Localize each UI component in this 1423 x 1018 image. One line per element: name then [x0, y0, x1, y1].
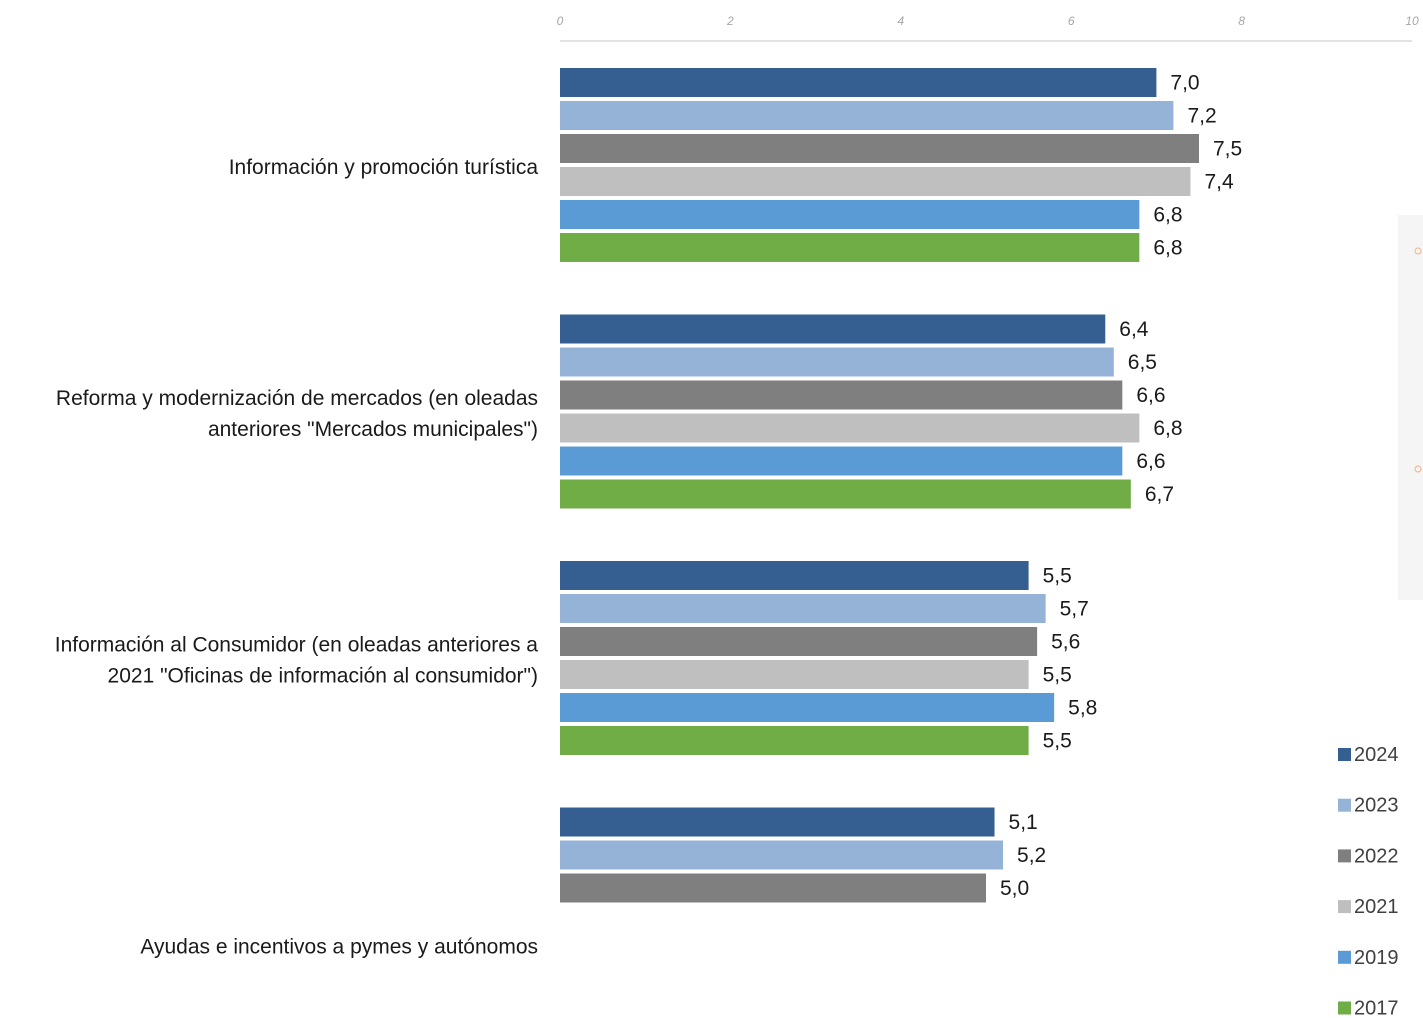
- bar-2021: [560, 167, 1191, 196]
- x-tick-label: 4: [897, 14, 904, 28]
- bar-2023: [560, 594, 1046, 623]
- side-panel-marker: [1414, 465, 1422, 473]
- data-label: 5,6: [1051, 631, 1080, 654]
- legend-label: 2023: [1354, 795, 1399, 817]
- bar-2024: [560, 561, 1029, 590]
- x-tick-label: 6: [1068, 14, 1075, 28]
- bar-2024: [560, 807, 995, 837]
- bar-2024: [560, 314, 1106, 344]
- data-label: 5,5: [1043, 565, 1072, 588]
- x-tick-label: 0: [557, 14, 564, 28]
- x-tick-label: 8: [1238, 14, 1245, 28]
- bar-2023: [560, 840, 1004, 870]
- bar-2022: [560, 134, 1199, 163]
- category-label: 2021 "Oficinas de información al consumi…: [108, 665, 538, 688]
- side-panel-marker: [1414, 247, 1422, 255]
- legend: 2024 2023 2022 2021 2019 2017: [1338, 744, 1399, 1018]
- data-label: 6,5: [1128, 351, 1157, 374]
- data-label: 6,8: [1153, 417, 1182, 440]
- data-label: 5,5: [1043, 730, 1072, 753]
- legend-swatch: [1338, 748, 1351, 761]
- legend-swatch: [1338, 1001, 1351, 1015]
- legend-label: 2024: [1354, 744, 1399, 766]
- data-label: 5,5: [1043, 664, 1072, 687]
- bar-2019: [560, 693, 1055, 722]
- legend-swatch: [1338, 900, 1351, 914]
- data-label: 6,6: [1136, 450, 1165, 473]
- bar-2021: [560, 660, 1029, 689]
- x-axis-ticks: 0 2 4 6 8 10: [557, 14, 1419, 28]
- category-label: Información y promoción turística: [229, 156, 539, 179]
- legend-swatch: [1338, 798, 1351, 812]
- bars: [560, 68, 1199, 903]
- data-label: 7,4: [1204, 171, 1234, 194]
- data-label: 6,6: [1136, 384, 1165, 407]
- data-label: 6,8: [1153, 237, 1182, 260]
- x-tick-label: 2: [726, 14, 734, 28]
- legend-label: 2017: [1354, 998, 1399, 1018]
- data-label: 7,0: [1170, 72, 1199, 95]
- data-label: 7,5: [1213, 138, 1242, 161]
- bar-2019: [560, 200, 1140, 229]
- category-labels: Información y promoción turística Reforma…: [55, 156, 539, 959]
- bar-2017: [560, 479, 1131, 509]
- data-labels: 7,0 7,2 7,5 7,4 6,8 6,8 6,4 6,5 6,6 6,8 6,6 6,7 5,5 5…: [1000, 72, 1242, 901]
- data-label: 6,4: [1119, 318, 1149, 341]
- bar-2022: [560, 627, 1038, 656]
- bar-2022: [560, 380, 1123, 410]
- legend-swatch: [1338, 849, 1351, 863]
- bar-2024: [560, 68, 1157, 97]
- category-label: Reforma y modernización de mercados (en …: [56, 387, 538, 410]
- bar-2017: [560, 726, 1029, 755]
- legend-label: 2022: [1354, 845, 1399, 867]
- bar-2019: [560, 446, 1123, 476]
- bar-2017: [560, 233, 1140, 262]
- legend-label: 2019: [1354, 947, 1399, 969]
- data-label: 5,1: [1009, 811, 1038, 834]
- data-label: 5,8: [1068, 697, 1097, 720]
- data-label: 7,2: [1187, 105, 1216, 128]
- bar-2023: [560, 347, 1114, 377]
- data-label: 5,0: [1000, 877, 1029, 900]
- bar-2022: [560, 873, 986, 903]
- data-label: 5,2: [1017, 844, 1046, 867]
- side-panel: [1398, 215, 1423, 600]
- bar-2023: [560, 101, 1174, 130]
- category-label: Información al Consumidor (en oleadas an…: [55, 634, 539, 657]
- category-label: anteriores "Mercados municipales"): [208, 418, 538, 441]
- data-label: 5,7: [1060, 598, 1089, 621]
- data-label: 6,8: [1153, 204, 1182, 227]
- legend-label: 2021: [1354, 896, 1399, 918]
- bar-2021: [560, 413, 1140, 443]
- category-label: Ayudas e incentivos a pymes y autónomos: [140, 936, 538, 959]
- data-label: 6,7: [1145, 483, 1174, 506]
- legend-swatch: [1338, 950, 1351, 964]
- x-tick-label: 10: [1405, 14, 1419, 28]
